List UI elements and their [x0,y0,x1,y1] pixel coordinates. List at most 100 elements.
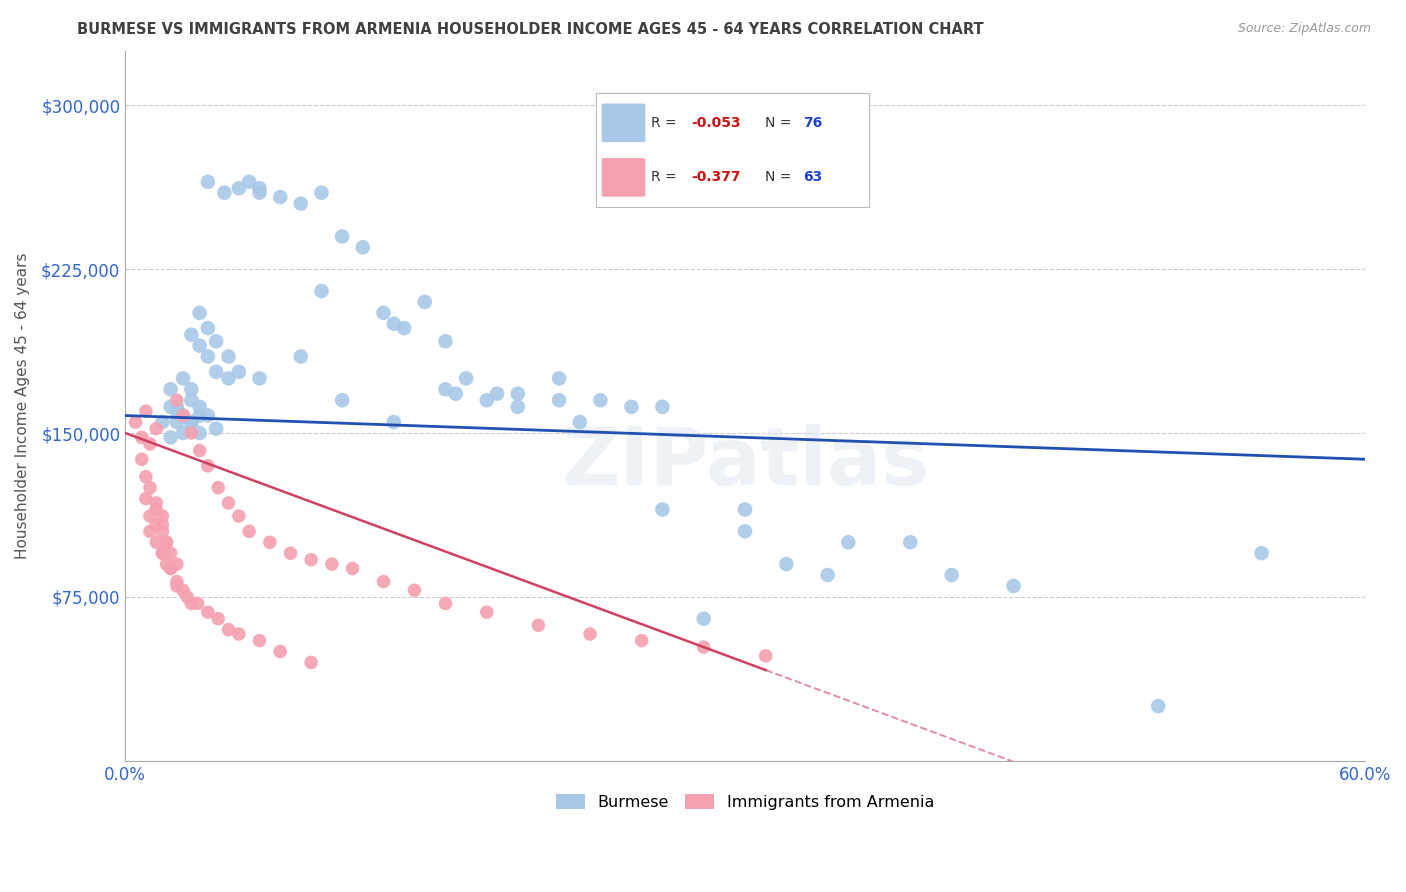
Point [197,458,219,473]
Point [299,553,322,567]
Point [188,425,211,440]
Point [159,430,181,444]
Point [568,415,591,429]
Point [159,400,181,414]
Point [299,656,322,670]
Y-axis label: Householder Income Ages 45 - 64 years: Householder Income Ages 45 - 64 years [15,252,30,559]
Point [527,618,550,632]
Point [817,568,839,582]
Point [269,644,291,658]
Point [197,605,219,619]
Point [1002,579,1025,593]
Point [152,509,174,524]
Point [207,481,229,495]
Point [434,334,457,349]
Point [180,425,202,440]
Point [651,400,673,414]
Text: ZIPatlas: ZIPatlas [561,424,929,501]
Point [131,452,153,467]
Point [172,583,194,598]
Point [197,409,219,423]
Point [486,386,509,401]
Point [159,561,181,575]
Point [145,422,167,436]
Point [238,524,260,539]
Text: BURMESE VS IMMIGRANTS FROM ARMENIA HOUSEHOLDER INCOME AGES 45 - 64 YEARS CORRELA: BURMESE VS IMMIGRANTS FROM ARMENIA HOUSE… [77,22,984,37]
Point [180,393,202,408]
Point [188,443,211,458]
Point [249,371,271,385]
Point [135,469,157,483]
Point [131,430,153,444]
Point [434,596,457,610]
Point [180,415,202,429]
Point [180,596,202,610]
Point [180,382,202,396]
Point [456,371,478,385]
Point [259,535,281,549]
Point [579,627,602,641]
Point [218,496,240,510]
Point [630,633,652,648]
Point [207,612,229,626]
Point [155,535,177,549]
Point [205,334,228,349]
Point [249,181,271,195]
Point [139,437,162,451]
Point [620,400,643,414]
Point [159,382,181,396]
Point [548,393,571,408]
Legend: Burmese, Immigrants from Armenia: Burmese, Immigrants from Armenia [550,788,941,817]
Point [373,574,395,589]
Point [475,393,498,408]
Point [172,371,194,385]
Point [135,404,157,418]
Point [311,186,333,200]
Point [152,524,174,539]
Point [172,409,194,423]
Point [145,502,167,516]
Point [152,546,174,560]
Point [188,409,211,423]
Text: Source: ZipAtlas.com: Source: ZipAtlas.com [1237,22,1371,36]
Point [475,605,498,619]
Point [506,400,529,414]
Point [837,535,859,549]
Point [205,365,228,379]
Point [166,393,188,408]
Point [382,415,405,429]
Point [188,306,211,320]
Point [382,317,405,331]
Point [124,415,146,429]
Point [734,502,756,516]
Point [197,175,219,189]
Point [1147,699,1170,714]
Point [145,496,167,510]
Point [651,502,673,516]
Point [238,175,260,189]
Point [352,240,374,254]
Point [188,338,211,352]
Point [434,382,457,396]
Point [218,371,240,385]
Point [228,181,250,195]
Point [145,517,167,532]
Point [166,579,188,593]
Point [166,557,188,571]
Point [218,623,240,637]
Point [139,509,162,524]
Point [506,386,529,401]
Point [342,561,364,575]
Point [180,327,202,342]
Point [775,557,797,571]
Point [692,640,714,654]
Point [166,400,188,414]
Point [373,306,395,320]
Point [186,596,208,610]
Point [269,190,291,204]
Point [311,284,333,298]
Point [152,415,174,429]
Point [692,612,714,626]
Point [159,561,181,575]
Point [330,393,353,408]
